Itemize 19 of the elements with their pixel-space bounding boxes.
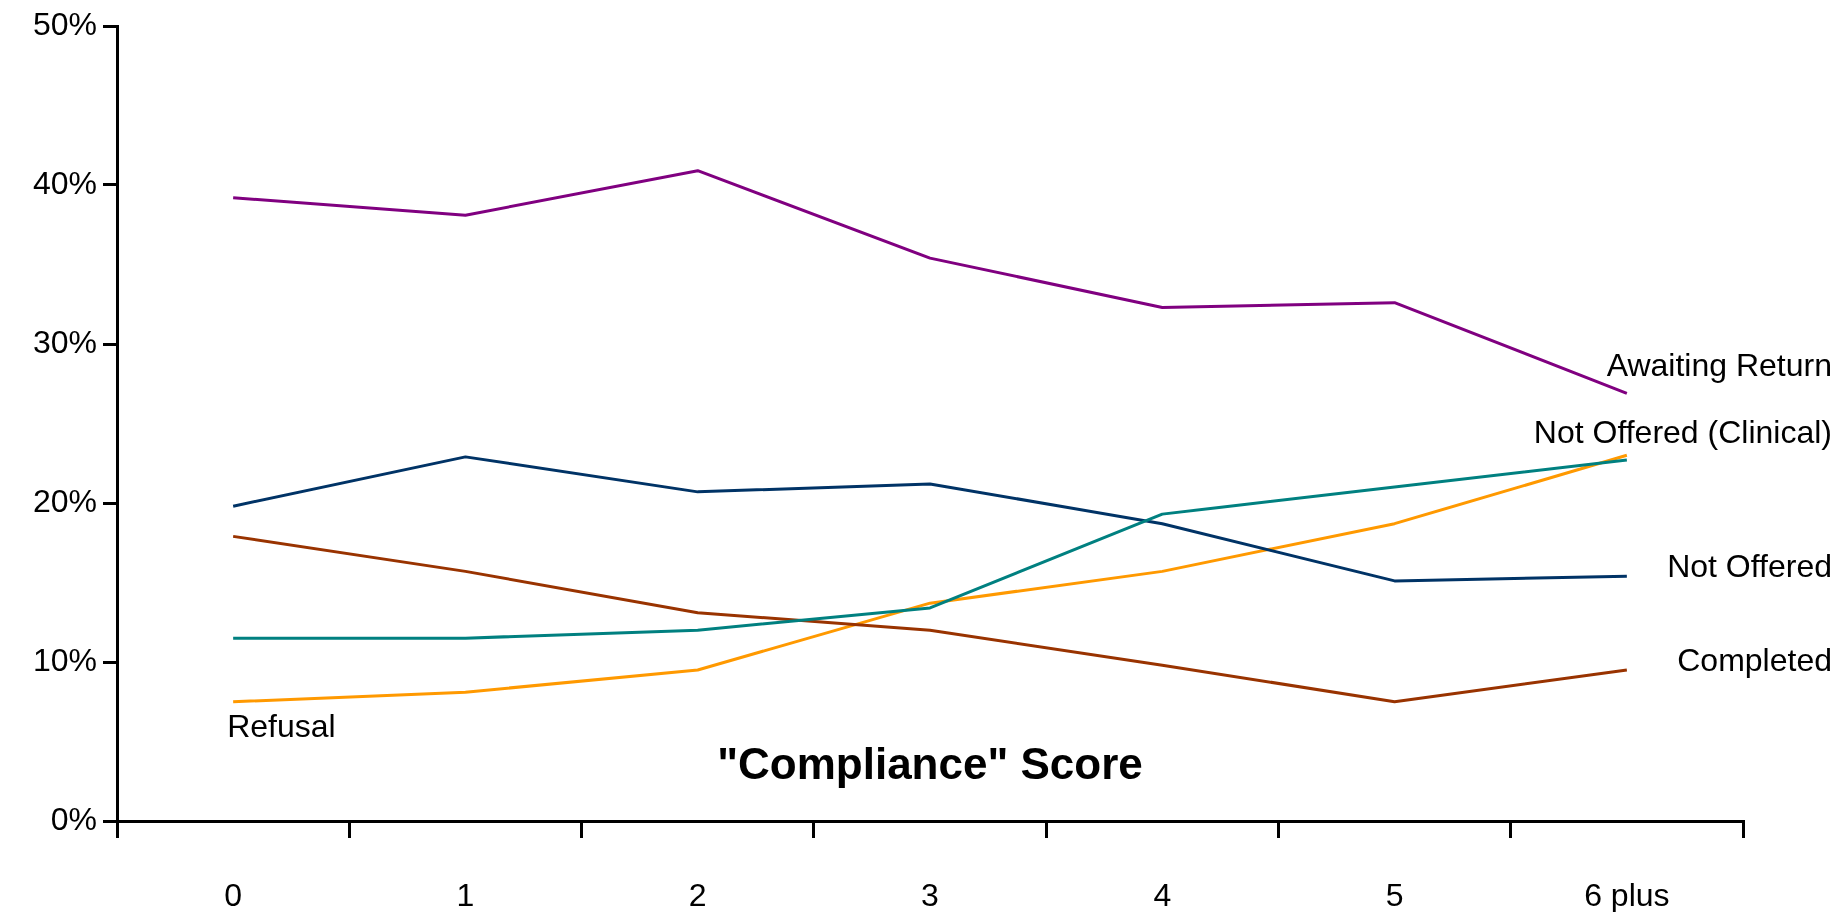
- x-tick-label: 5: [1385, 877, 1404, 914]
- x-tick-label: 2: [688, 877, 707, 914]
- x-axis-title: "Compliance" Score: [717, 739, 1143, 789]
- series-label: Awaiting Return: [1606, 347, 1832, 384]
- y-tick-label: 50%: [32, 5, 97, 42]
- x-tick-label: 4: [1153, 877, 1172, 914]
- series-label: Not Offered: [1667, 547, 1832, 584]
- x-tick-label: 6 plus: [1584, 877, 1670, 914]
- x-tick-label: 0: [224, 877, 243, 914]
- y-tick-label: 0%: [50, 800, 97, 837]
- x-tick-label: 3: [921, 877, 939, 914]
- y-tick-label: 10%: [32, 641, 97, 678]
- y-tick-label: 20%: [32, 482, 97, 519]
- y-tick-label: 30%: [32, 323, 97, 360]
- series-label: Completed: [1677, 641, 1832, 678]
- series-label: Refusal: [227, 707, 336, 744]
- y-tick-label: 40%: [32, 164, 97, 201]
- series-label: Not Offered (Clinical): [1533, 413, 1832, 450]
- x-tick-label: 1: [456, 877, 475, 914]
